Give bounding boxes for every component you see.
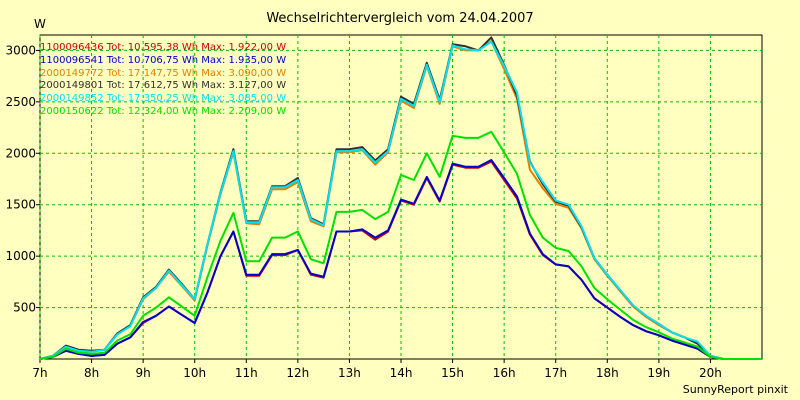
- report-credit: SunnyReport pinxit: [682, 383, 788, 396]
- x-tick-label: 20h: [699, 366, 722, 380]
- x-tick-label: 16h: [493, 366, 516, 380]
- y-tick-label: 1500: [5, 198, 36, 212]
- x-tick-label: 8h: [84, 366, 99, 380]
- x-tick-label: 19h: [647, 366, 670, 380]
- series-line-1100096541: [39, 159, 762, 360]
- x-tick-label: 11h: [235, 366, 258, 380]
- legend-item-2000149852: 2000149852 Tot: 17.350,25 Wh Max: 3.085,…: [40, 93, 287, 105]
- y-tick-label: 3000: [5, 43, 36, 57]
- y-tick-label: 2000: [5, 146, 36, 160]
- x-tick-label: 14h: [390, 366, 413, 380]
- legend-item-1100096436: 1100096436 Tot: 10.595,38 Wh Max: 1.922,…: [40, 42, 287, 53]
- chart-title: Wechselrichtervergleich vom 24.04.2007: [266, 11, 534, 26]
- series-line-2000149852: [39, 40, 762, 360]
- y-tick-label: 1000: [5, 249, 36, 263]
- legend-item-1100096541: 1100096541 Tot: 10.706,75 Wh Max: 1.935,…: [40, 54, 287, 66]
- x-tick-label: 10h: [183, 366, 206, 380]
- x-tick-label: 13h: [338, 366, 361, 380]
- legend-item-2000150622: 2000150622 Tot: 12.324,00 Wh Max: 2.209,…: [40, 105, 287, 117]
- x-tick-label: 9h: [136, 366, 151, 380]
- x-tick-label: 15h: [441, 366, 464, 380]
- series-line-2000150622: [39, 130, 762, 360]
- y-tick-label: 2500: [5, 95, 36, 109]
- x-tick-label: 12h: [286, 366, 309, 380]
- y-tick-label: 500: [13, 301, 36, 315]
- legend-item-2000149801: 2000149801 Tot: 17.612,75 Wh Max: 3.127,…: [40, 80, 287, 92]
- y-axis-unit: W: [34, 17, 46, 31]
- x-tick-label: 17h: [544, 366, 567, 380]
- x-tick-label: 7h: [32, 366, 47, 380]
- legend-item-2000149772: 2000149772 Tot: 17.147,75 Wh Max: 3.090,…: [40, 67, 287, 79]
- x-tick-label: 18h: [596, 366, 619, 380]
- legend: 1100096436 Tot: 10.595,38 Wh Max: 1.922,…: [40, 42, 286, 119]
